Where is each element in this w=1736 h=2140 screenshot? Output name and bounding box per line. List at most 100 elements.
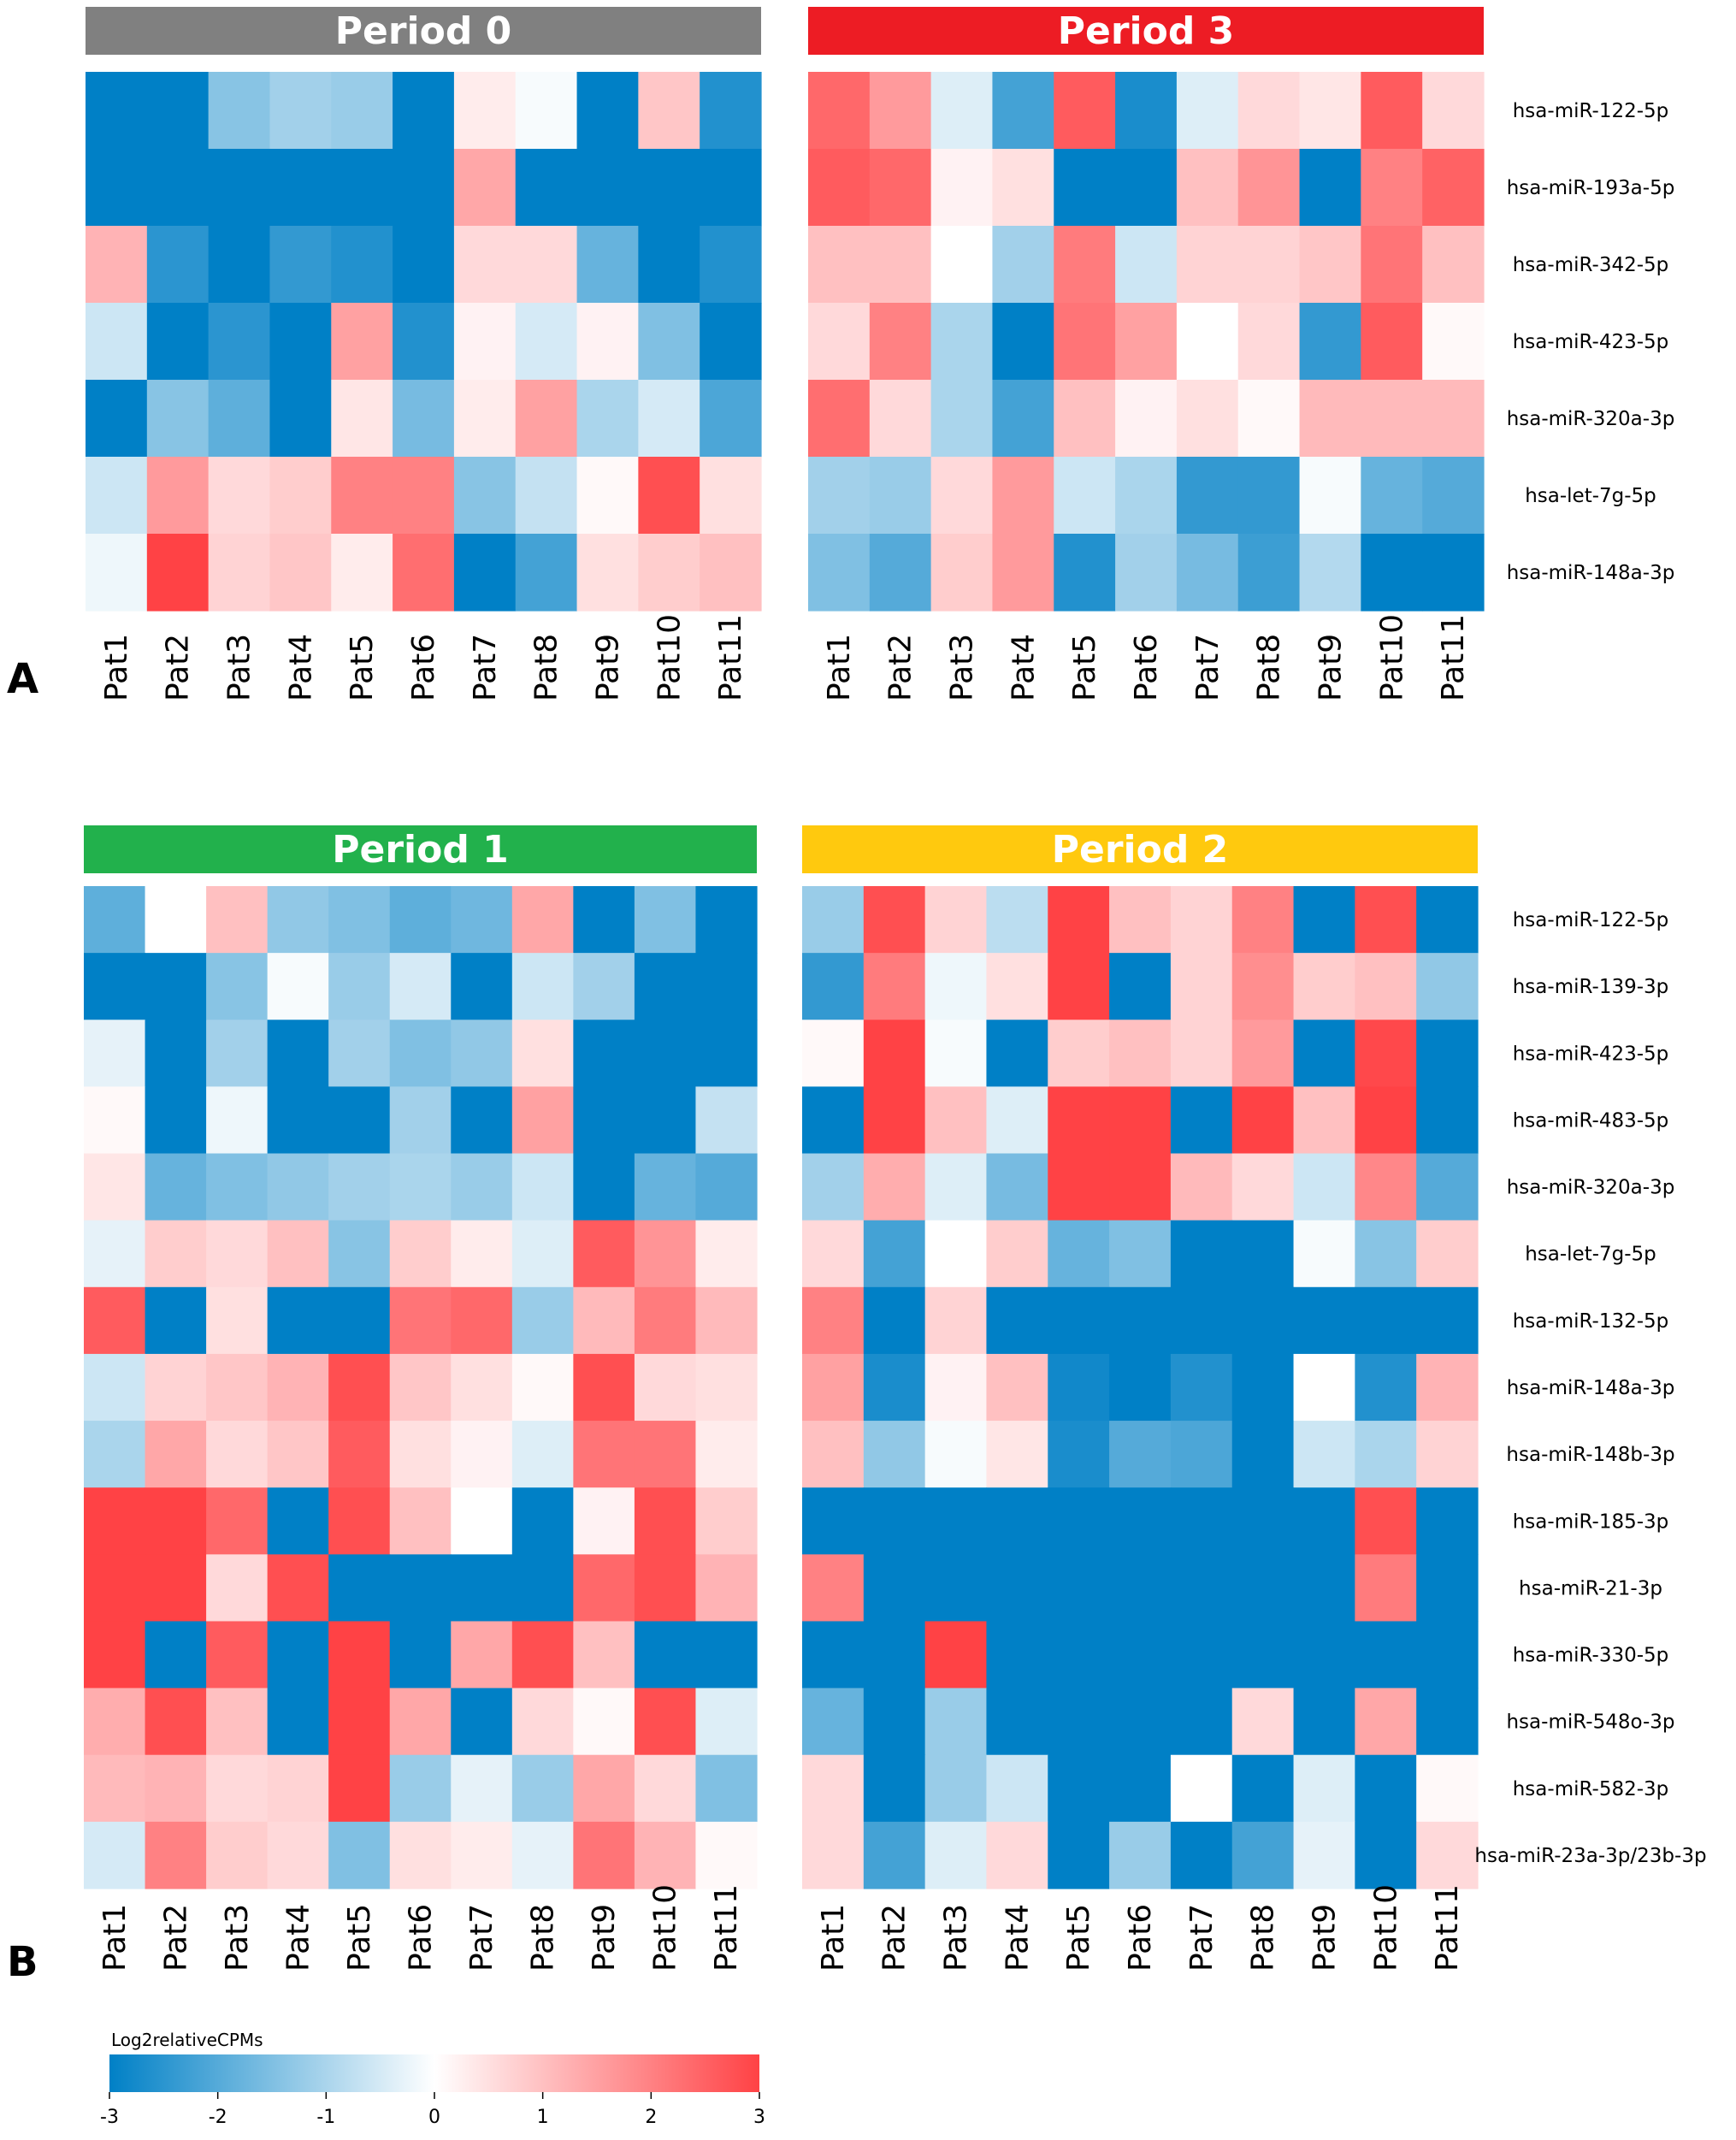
heatmap-cell <box>1237 72 1301 150</box>
heatmap-cell <box>393 534 455 612</box>
heatmap-cell <box>700 303 762 381</box>
heatmap-cell <box>515 303 578 381</box>
heatmap-cell <box>1048 1020 1110 1087</box>
column-label: Pat2 <box>161 634 196 701</box>
heatmap-cell <box>695 1286 758 1355</box>
heatmap-cell <box>145 1688 207 1756</box>
heatmap-cell <box>1109 1020 1172 1087</box>
heatmap-cell <box>389 1421 452 1488</box>
row-label: hsa-miR-148a-3p <box>1507 1377 1675 1399</box>
column-label: Pat5 <box>342 1904 377 1972</box>
row-label: hsa-miR-132-5p <box>1513 1310 1669 1333</box>
heatmap-cell <box>1422 534 1485 612</box>
column-label: Pat2 <box>877 1904 912 1972</box>
heatmap-cell <box>267 1621 329 1689</box>
heatmap-cell <box>576 226 639 304</box>
heatmap-cell <box>924 1421 988 1488</box>
column-label: Pat6 <box>406 634 441 701</box>
heatmap-cell <box>1416 953 1479 1020</box>
heatmap-cell <box>331 72 393 150</box>
heatmap-cell <box>573 1487 635 1555</box>
heatmap-cell <box>1231 1153 1295 1221</box>
heatmap-cell <box>992 380 1054 458</box>
heatmap-cell <box>206 1286 269 1355</box>
legend-tick-label: -1 <box>316 2107 335 2128</box>
heatmap-cell <box>84 1020 146 1087</box>
row-label: hsa-miR-148b-3p <box>1506 1444 1674 1466</box>
heatmap-cell <box>576 380 639 458</box>
heatmap-cell <box>1416 1020 1479 1087</box>
heatmap-cell <box>802 953 865 1020</box>
column-label: Pat3 <box>222 634 257 701</box>
heatmap-cell <box>331 534 393 612</box>
heatmap-cell <box>802 886 865 954</box>
heatmap-cell <box>869 226 932 304</box>
heatmap-cell <box>389 1821 452 1889</box>
row-label: hsa-miR-423-5p <box>1513 1043 1669 1065</box>
heatmap-cell <box>1048 1621 1110 1689</box>
heatmap-cell <box>1416 1487 1479 1555</box>
heatmap-cell <box>992 534 1054 612</box>
heatmap-cell <box>1355 1821 1417 1889</box>
heatmap-cell <box>146 303 210 381</box>
column-label: Pat9 <box>590 634 625 701</box>
heatmap-cell <box>206 1754 269 1823</box>
heatmap-cell <box>451 1821 513 1889</box>
heatmap-cell <box>451 1020 513 1087</box>
heatmap-cell <box>146 149 210 227</box>
heatmap-cell <box>1299 149 1361 227</box>
heatmap-cell <box>638 226 700 304</box>
heatmap-cell <box>84 1220 146 1288</box>
heatmap-cell <box>328 1086 391 1155</box>
heatmap-cell <box>511 1621 574 1689</box>
heatmap-cell <box>1299 457 1361 535</box>
column-label: Pat4 <box>1006 634 1041 701</box>
heatmap-cell <box>1109 1487 1172 1555</box>
heatmap-cell <box>451 1421 513 1488</box>
heatmap-cell <box>986 1086 1048 1155</box>
heatmap-cell <box>573 1086 635 1155</box>
heatmap-cell <box>986 1621 1048 1689</box>
heatmap-cell <box>700 226 762 304</box>
heatmap-cell <box>802 1487 865 1555</box>
heatmap-cell <box>145 1153 207 1221</box>
heatmap-cell <box>1109 1421 1172 1488</box>
legend-colorbar <box>109 2054 759 2092</box>
heatmap-cell <box>1115 226 1178 304</box>
heatmap-cell <box>1048 1688 1110 1756</box>
heatmap-cell <box>86 149 148 227</box>
heatmap-cell <box>573 1153 635 1221</box>
heatmap-cell <box>453 380 517 458</box>
heatmap-cell <box>808 380 871 458</box>
heatmap-cell <box>1293 1086 1355 1155</box>
heatmap-cell <box>331 303 393 381</box>
column-label: Pat8 <box>1252 634 1287 701</box>
heatmap-cell <box>453 149 517 227</box>
heatmap-cell <box>638 72 700 150</box>
row-label: hsa-miR-122-5p <box>1513 909 1669 931</box>
heatmap-cell <box>84 1487 146 1555</box>
row-label: hsa-let-7g-5p <box>1525 1244 1656 1266</box>
heatmap-cell <box>146 226 210 304</box>
heatmap-cell <box>393 380 455 458</box>
heatmap-cell <box>576 72 639 150</box>
heatmap-cell <box>269 72 332 150</box>
heatmap-cell <box>1361 303 1423 381</box>
heatmap-cell <box>451 1487 513 1555</box>
heatmap-cell <box>1170 1487 1233 1555</box>
heatmap-cell <box>86 380 148 458</box>
heatmap-cell <box>802 1621 865 1689</box>
legend-tick-label: 0 <box>428 2107 440 2128</box>
heatmap-cell <box>267 1821 329 1889</box>
heatmap-cell <box>986 1487 1048 1555</box>
heatmap-cell <box>269 457 332 535</box>
heatmap-cell <box>802 1286 865 1355</box>
heatmap-cell <box>1048 1487 1110 1555</box>
heatmap-cell <box>986 1754 1048 1823</box>
heatmap-cell <box>145 1821 207 1889</box>
heatmap-cell <box>267 1086 329 1155</box>
heatmap-cell <box>389 1688 452 1756</box>
heatmap-cell <box>84 1821 146 1889</box>
heatmap-cell <box>389 1353 452 1422</box>
heatmap-cell <box>1231 1286 1295 1355</box>
